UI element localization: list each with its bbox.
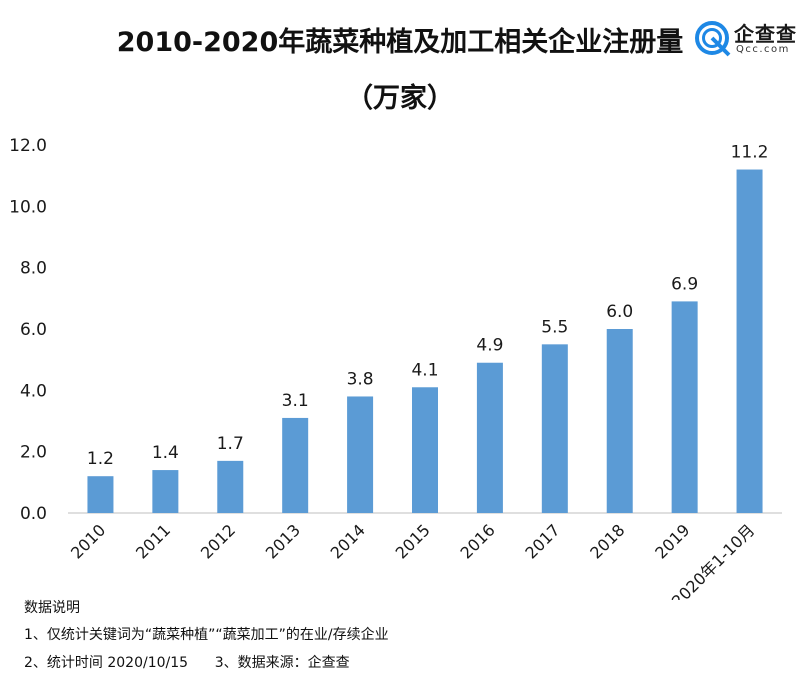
x-tick-label: 2018 — [586, 520, 628, 562]
value-label: 1.2 — [87, 449, 114, 469]
bar — [412, 387, 438, 513]
bar — [152, 470, 179, 513]
bar — [606, 329, 633, 513]
bar — [87, 476, 114, 513]
x-tick-label: 2017 — [521, 520, 563, 562]
bars — [87, 169, 763, 514]
bar — [541, 344, 568, 513]
logo-url: Qcc.com — [736, 44, 790, 55]
value-label: 5.5 — [541, 317, 568, 337]
x-axis-labels: 2010 2011 2012 2013 2014 2015 2016 2017 2018 2019… — [67, 520, 758, 600]
bar — [736, 169, 763, 514]
value-label: 6.0 — [606, 302, 633, 322]
notes-line-2: 2、统计时间 2020/10/15 3、数据来源：企查查 — [24, 655, 350, 671]
value-labels: 1.2 1.4 1.7 3.1 3.8 4.1 4.9 5.5 6.0 6.9 11.2 — [87, 143, 769, 470]
value-label: 4.9 — [476, 336, 503, 356]
magnifier-logo-icon — [695, 21, 731, 57]
y-tick-label: 2.0 — [20, 443, 47, 463]
bar — [217, 460, 244, 513]
notes-heading: 数据说明 — [24, 600, 80, 616]
x-tick-label: 2016 — [457, 520, 499, 562]
y-tick-label: 6.0 — [20, 320, 47, 340]
y-tick-label: 12.0 — [9, 136, 47, 156]
x-tick-label: 2014 — [327, 520, 369, 562]
bar — [476, 362, 503, 513]
y-tick-label: 8.0 — [20, 259, 47, 279]
bar-chart: 0.0 2.0 4.0 6.0 8.0 10.0 12.0 1.2 1.4 1.7 3.1 3.8 4… — [9, 136, 782, 600]
x-tick-label: 2015 — [392, 520, 434, 562]
x-tick-label: 2019 — [651, 520, 693, 562]
bar — [671, 301, 698, 513]
bar — [282, 417, 309, 513]
value-label: 4.1 — [411, 360, 438, 380]
y-tick-label: 10.0 — [9, 197, 47, 217]
chart-title: 2010-2020年蔬菜种植及加工相关企业注册量 — [116, 27, 684, 58]
chart-unit-subtitle: （万家） — [346, 83, 454, 114]
value-label: 6.9 — [671, 274, 698, 294]
qcc-logo: 企查查 Qcc.com — [694, 18, 798, 62]
y-tick-label: 4.0 — [20, 381, 47, 401]
y-axis-ticks: 0.0 2.0 4.0 6.0 8.0 10.0 12.0 — [9, 136, 47, 524]
value-label: 11.2 — [731, 143, 769, 163]
value-label: 3.8 — [347, 369, 374, 389]
x-tick-label: 2011 — [132, 520, 174, 562]
value-label: 1.7 — [217, 434, 244, 454]
x-tick-label: 2010 — [67, 520, 109, 562]
bar — [347, 396, 374, 513]
x-tick-label: 2013 — [262, 520, 304, 562]
notes-line-1: 1、仅统计关键词为“蔬菜种植”“蔬菜加工”的在业/存续企业 — [24, 627, 389, 643]
x-tick-label: 2012 — [197, 520, 239, 562]
y-tick-label: 0.0 — [20, 504, 47, 524]
value-label: 1.4 — [152, 443, 179, 463]
logo-name: 企查查 — [734, 22, 797, 46]
value-label: 3.1 — [282, 391, 309, 411]
